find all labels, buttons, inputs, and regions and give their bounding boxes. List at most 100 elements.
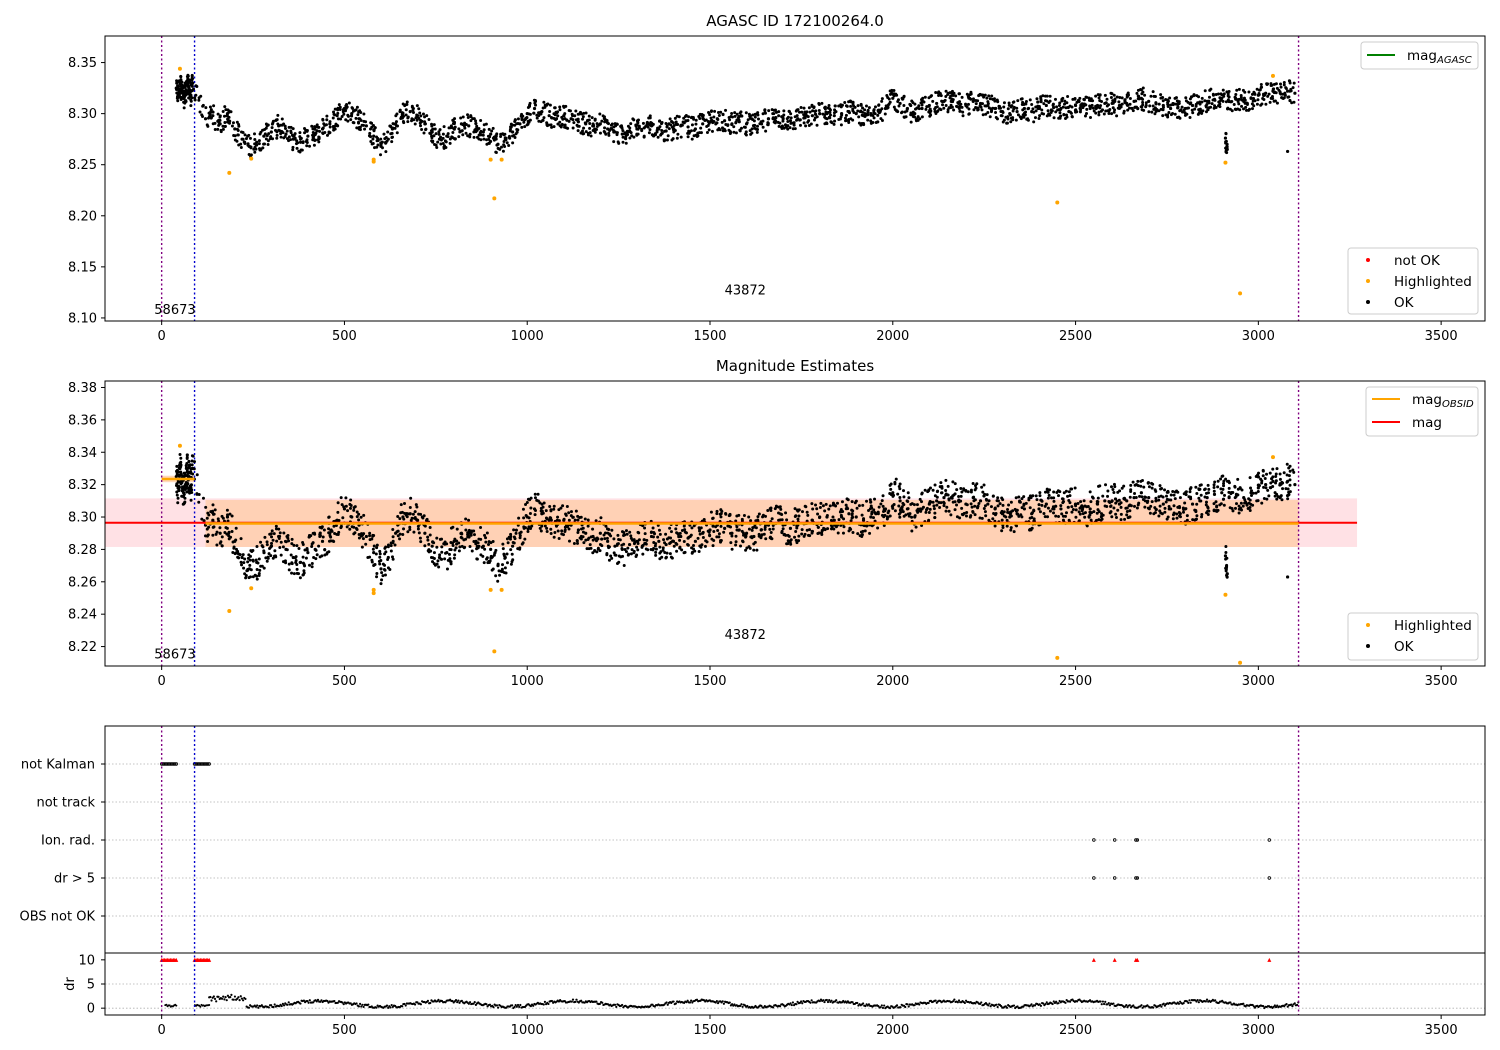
ok-point: [1212, 502, 1216, 506]
ok-point: [595, 125, 599, 129]
ok-point: [182, 106, 186, 110]
ok-point: [310, 544, 314, 548]
ok-point: [220, 535, 224, 539]
ok-point: [194, 93, 198, 97]
ok-point: [926, 490, 930, 494]
ok-point: [989, 505, 993, 509]
ok-point: [906, 499, 910, 503]
ok-point: [364, 120, 368, 124]
ok-point: [539, 529, 543, 533]
ok-point: [650, 123, 654, 127]
ok-point: [734, 540, 738, 544]
ok-point: [689, 533, 693, 537]
ok-point: [723, 119, 727, 123]
ok-point: [1260, 102, 1264, 106]
ok-point: [528, 512, 532, 516]
ok-point: [602, 130, 606, 134]
ok-point: [562, 105, 566, 109]
ok-point: [1046, 515, 1050, 519]
ok-point: [591, 527, 595, 531]
ok-point: [248, 136, 252, 140]
ok-point: [699, 544, 703, 548]
ok-point: [719, 539, 723, 543]
ok-point: [433, 127, 437, 131]
ok-point: [1030, 103, 1034, 107]
ok-point: [313, 532, 317, 536]
ok-point: [832, 114, 836, 118]
ok-point: [216, 112, 220, 116]
ok-point: [739, 110, 743, 114]
ok-point: [668, 552, 672, 556]
ok-point: [218, 526, 222, 530]
ok-point: [511, 544, 515, 548]
ok-point: [1227, 90, 1231, 94]
ok-point: [375, 543, 379, 547]
ok-point: [728, 118, 732, 122]
ok-point: [423, 524, 427, 528]
ok-point: [610, 122, 614, 126]
ok-point: [764, 537, 768, 541]
ok-point: [1259, 82, 1263, 86]
ok-point: [270, 535, 274, 539]
ok-point: [984, 497, 988, 501]
ok-point: [1091, 99, 1095, 103]
ok-point: [865, 524, 869, 528]
x-tick-label: 2000: [876, 674, 909, 689]
ok-point: [1149, 504, 1153, 508]
dr-axis-label: dr: [63, 977, 78, 991]
ok-point: [912, 112, 916, 116]
ok-point: [1073, 97, 1077, 101]
ok-point: [642, 134, 646, 138]
ok-point: [1019, 513, 1023, 517]
ok-point: [490, 129, 494, 133]
ok-point: [1221, 88, 1225, 92]
ok-point: [1291, 468, 1295, 472]
ok-point: [687, 115, 691, 119]
ok-point: [603, 126, 607, 130]
ok-point: [213, 127, 217, 131]
ok-point: [554, 524, 558, 528]
ok-point: [886, 103, 890, 107]
ok-point: [244, 137, 248, 141]
ok-point: [863, 529, 867, 533]
ok-point: [1001, 110, 1005, 114]
ok-point: [818, 112, 822, 116]
ok-point: [945, 505, 949, 509]
ok-point: [1082, 499, 1086, 503]
ok-point: [1045, 487, 1049, 491]
ok-point: [818, 516, 822, 520]
ok-point: [293, 132, 297, 136]
ok-point: [287, 568, 291, 572]
ok-point: [487, 127, 491, 131]
ok-point: [1068, 501, 1072, 505]
ok-point: [787, 109, 791, 113]
ok-point: [991, 494, 995, 498]
ok-point: [357, 512, 361, 516]
ok-point: [1173, 497, 1177, 501]
ok-point: [1009, 120, 1013, 124]
ok-point: [379, 559, 383, 563]
ok-point: [341, 516, 345, 520]
ok-point: [1178, 512, 1182, 516]
ok-point: [680, 529, 684, 533]
ok-point: [740, 517, 744, 521]
ok-point: [526, 497, 530, 501]
ok-point: [1189, 497, 1193, 501]
ok-point: [911, 115, 915, 119]
highlighted-point: [1270, 73, 1275, 78]
ok-point: [1022, 507, 1026, 511]
ok-point: [753, 115, 757, 119]
ok-point: [991, 97, 995, 101]
ok-point: [434, 132, 438, 136]
ok-point: [1167, 504, 1171, 508]
ok-point: [913, 514, 917, 518]
ok-point: [524, 513, 528, 517]
ok-point: [797, 534, 801, 538]
ok-point: [716, 118, 720, 122]
ok-point: [327, 531, 331, 535]
ok-point: [349, 504, 353, 508]
ok-point: [594, 519, 598, 523]
ok-point: [436, 140, 440, 144]
ok-point: [1154, 489, 1158, 493]
ok-point: [823, 115, 827, 119]
